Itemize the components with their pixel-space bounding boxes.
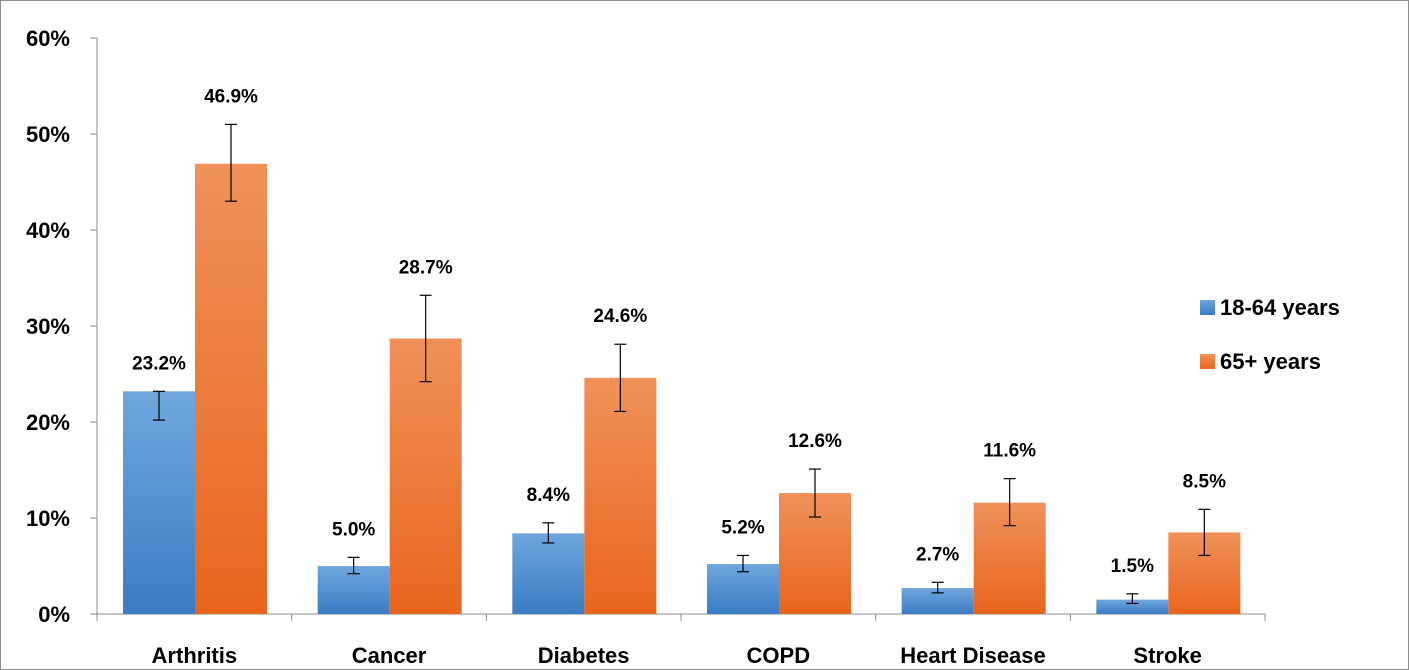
data-label: 2.7% [916, 544, 959, 565]
bar-series-1 [123, 391, 195, 614]
data-label: 8.4% [527, 485, 570, 506]
data-label: 11.6% [983, 441, 1036, 462]
data-labels: 23.2% 46.9% 5.0% 28.7% 8.4% 24.6% 5.2% 12.6% 2.7… [132, 86, 1226, 576]
x-category-label: Heart Disease [900, 643, 1046, 668]
data-label: 23.2% [132, 353, 186, 374]
legend-swatch [1200, 300, 1215, 315]
bar-series-2 [584, 377, 657, 614]
x-category-label: Diabetes [538, 643, 630, 668]
bar-series-1 [707, 564, 779, 614]
bar-series-1 [1096, 599, 1169, 614]
data-label: 8.5% [1183, 471, 1226, 492]
legend-swatch [1200, 354, 1215, 369]
x-category-label: Cancer [352, 643, 427, 668]
y-tick-label: 20% [26, 410, 70, 435]
bar-series-2 [389, 338, 462, 614]
x-category-label: Stroke [1133, 643, 1201, 668]
y-tick-label: 10% [26, 506, 70, 531]
data-label: 12.6% [788, 431, 842, 452]
data-label: 5.0% [332, 519, 375, 540]
y-axis: 0% 10% 20% 30% 40% 50% 60% [26, 26, 98, 627]
data-label: 5.2% [721, 517, 764, 538]
x-category-label: Arthritis [152, 643, 238, 668]
bar-series-1 [512, 533, 585, 614]
y-tick-label: 40% [26, 218, 70, 243]
legend-label: 18-64 years [1220, 295, 1340, 320]
x-category-label: COPD [747, 643, 811, 668]
x-axis: Arthritis Cancer Diabetes COPD Heart Disease… [96, 613, 1266, 668]
data-label: 28.7% [399, 257, 453, 278]
data-label: 24.6% [593, 306, 647, 327]
legend-label: 65+ years [1220, 349, 1321, 374]
error-bars [153, 123, 1211, 605]
bar-series-2 [195, 163, 267, 614]
legend: 18-64 years 65+ years [1200, 295, 1340, 374]
y-tick-label: 60% [26, 26, 70, 51]
data-label: 46.9% [204, 86, 258, 107]
y-tick-label: 0% [38, 602, 70, 627]
y-tick-label: 50% [26, 122, 70, 147]
y-tick-label: 30% [26, 314, 70, 339]
data-label: 1.5% [1111, 556, 1154, 577]
